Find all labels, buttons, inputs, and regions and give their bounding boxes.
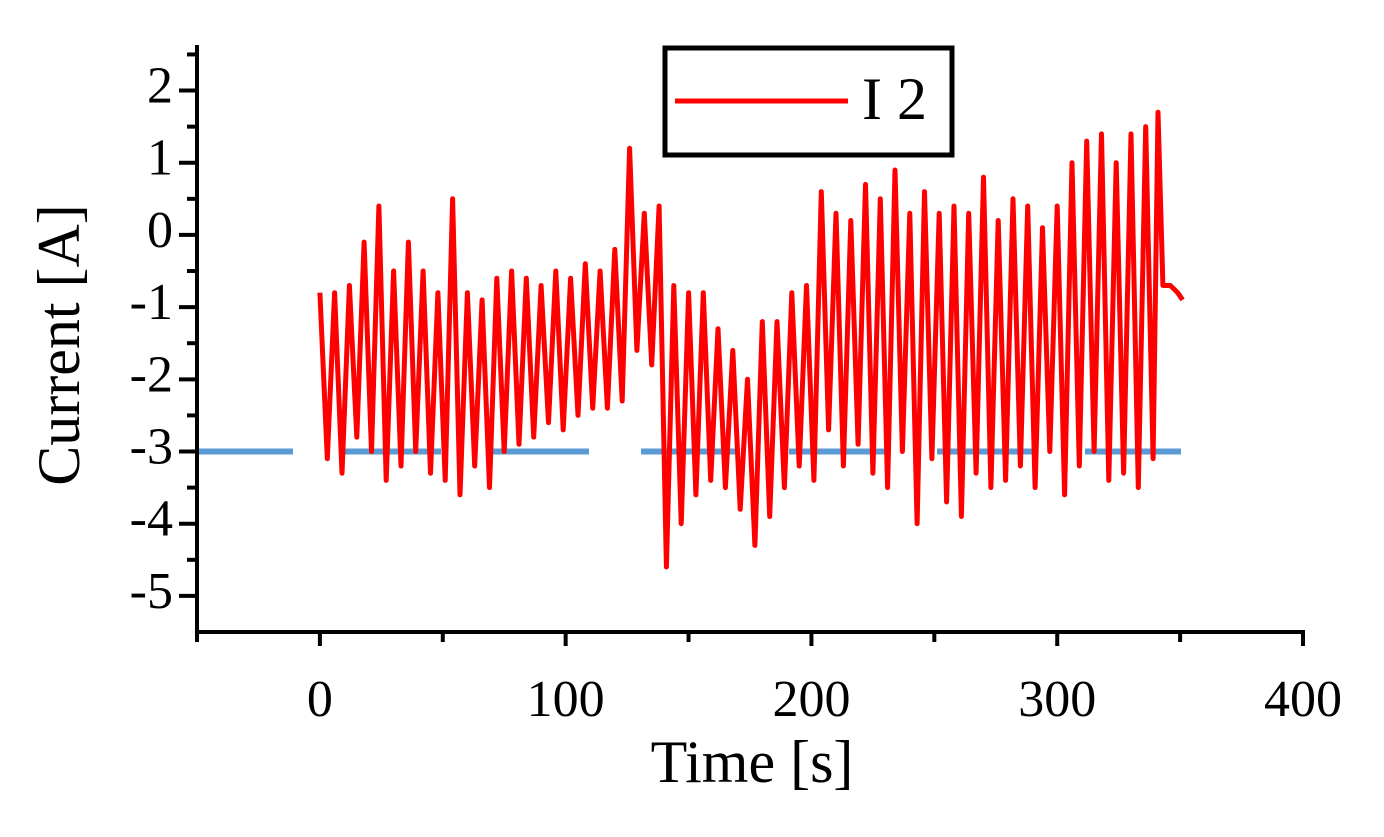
y-tick-label: -2 — [130, 346, 173, 403]
y-tick-label: -4 — [130, 491, 173, 548]
x-axis-title: Time [s] — [651, 729, 854, 795]
x-tick-label: 100 — [527, 671, 605, 728]
y-tick-label: -5 — [130, 563, 173, 620]
data-line — [317, 109, 1185, 570]
legend-label: I 2 — [862, 66, 927, 132]
x-tick-label: 0 — [307, 671, 333, 728]
y-tick-label: -1 — [130, 274, 173, 331]
y-tick-label: -3 — [130, 418, 173, 475]
y-tick-label: 1 — [147, 130, 173, 187]
y-axis-title: Current [A] — [26, 204, 92, 486]
x-tick-label: 300 — [1018, 671, 1096, 728]
y-tick-label: 0 — [147, 202, 173, 259]
x-tick-label: 400 — [1264, 671, 1342, 728]
y-tick-label: 2 — [147, 57, 173, 114]
x-tick-label: 200 — [772, 671, 850, 728]
